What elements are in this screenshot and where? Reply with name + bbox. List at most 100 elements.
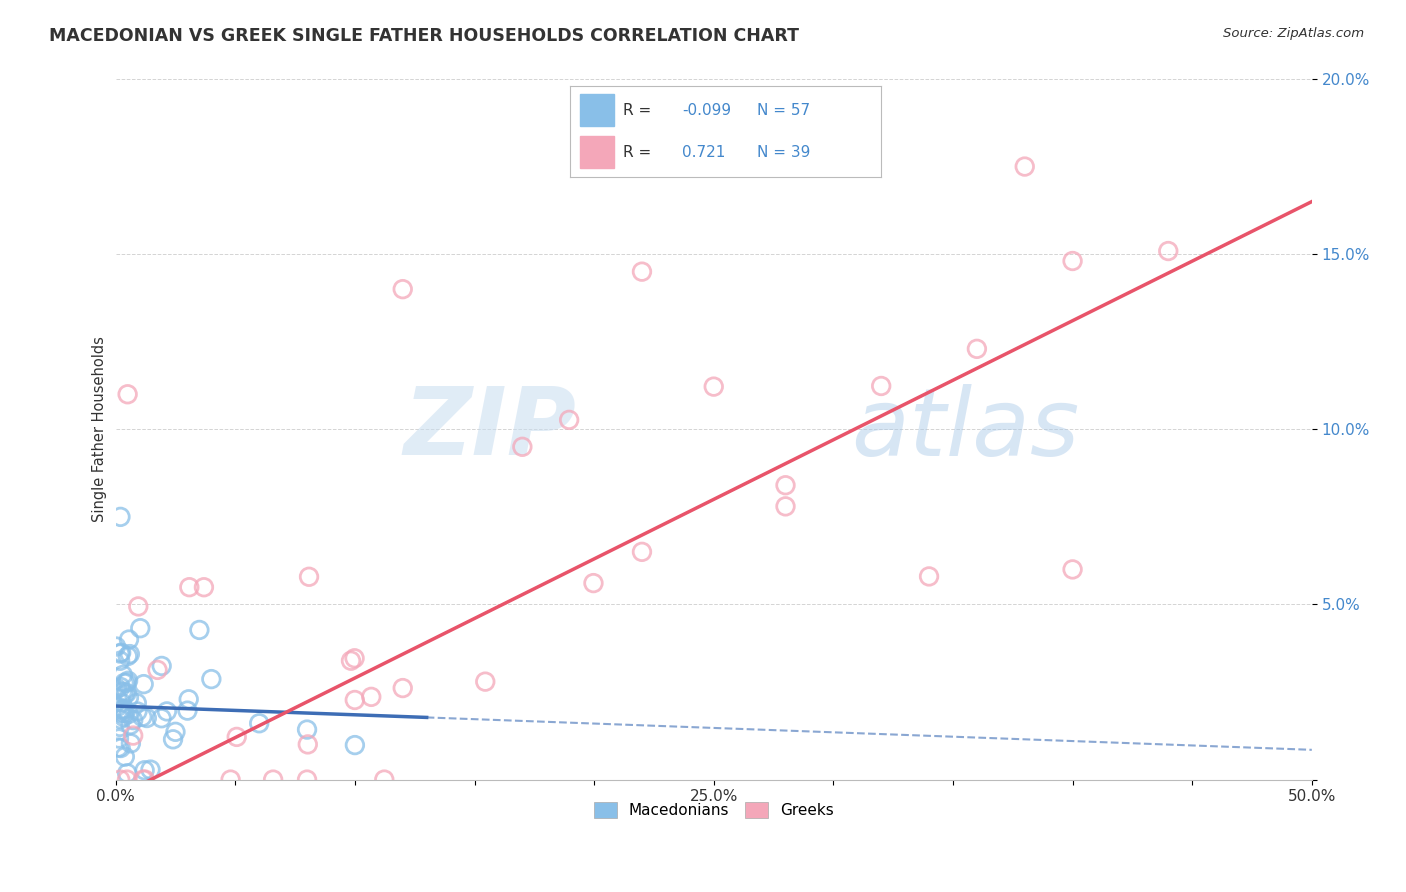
Point [373,772,395,787]
Point [108,720,131,734]
Point [1062,562,1084,576]
Point [105,690,128,705]
Point [110,772,132,787]
Point [111,703,134,717]
Point [1014,160,1036,174]
Point [631,265,654,279]
Point [343,693,366,707]
Legend: Macedonians, Greeks: Macedonians, Greeks [588,797,839,824]
Point [108,647,131,661]
Point [1062,254,1084,268]
Point [193,580,215,594]
Point [150,711,173,725]
Point [114,688,136,702]
Point [115,686,138,700]
Point [110,509,132,524]
Point [631,545,654,559]
Point [107,740,129,755]
Point [295,772,318,787]
Point [150,659,173,673]
Point [108,731,131,746]
Point [115,766,138,780]
Point [110,646,132,660]
Text: MACEDONIAN VS GREEK SINGLE FATHER HOUSEHOLDS CORRELATION CHART: MACEDONIAN VS GREEK SINGLE FATHER HOUSEH… [49,27,799,45]
Point [112,710,135,724]
Point [177,692,200,706]
Point [118,690,141,705]
Point [134,772,156,787]
Point [120,736,142,750]
Point [110,680,132,694]
Point [139,763,162,777]
Point [110,741,132,756]
Point [134,764,156,778]
Point [474,674,496,689]
Point [114,702,136,716]
Point [131,710,153,724]
Point [115,675,138,690]
Point [107,699,129,714]
Point [112,676,135,690]
Point [114,749,136,764]
Point [870,379,893,393]
Point [775,500,797,514]
Point [127,599,149,614]
Point [108,654,131,668]
Point [247,716,270,731]
Point [135,711,157,725]
Point [340,654,363,668]
Point [112,706,135,720]
Point [105,640,128,654]
Point [111,668,134,682]
Point [162,732,184,747]
Point [117,706,139,721]
Point [105,681,128,696]
Point [110,706,132,720]
Point [117,649,139,664]
Point [360,690,382,704]
Point [188,623,211,637]
Point [132,772,155,787]
Point [295,723,318,737]
Point [343,651,366,665]
Point [966,342,988,356]
Point [117,673,139,688]
Point [127,705,149,719]
Point [176,704,198,718]
Point [115,772,138,787]
Point [120,718,142,732]
Point [132,677,155,691]
Point [118,632,141,647]
Point [146,663,169,677]
Point [110,712,132,726]
Point [298,570,321,584]
Text: ZIP: ZIP [404,384,576,475]
Point [156,705,179,719]
Point [219,772,242,787]
Text: atlas: atlas [851,384,1080,475]
Text: Source: ZipAtlas.com: Source: ZipAtlas.com [1223,27,1364,40]
Point [225,730,247,744]
Point [165,724,187,739]
Point [118,647,141,661]
Point [582,576,605,591]
Point [179,580,201,594]
Point [343,738,366,752]
Point [391,282,413,296]
Point [512,440,534,454]
Point [391,681,413,695]
Point [117,387,139,401]
Point [1157,244,1180,258]
Point [129,621,152,635]
Point [200,672,222,686]
Point [918,569,941,583]
Point [122,713,145,727]
Point [125,696,148,710]
Point [122,729,145,743]
Point [775,478,797,492]
Point [111,696,134,710]
Point [262,772,284,787]
Y-axis label: Single Father Households: Single Father Households [93,336,107,522]
Point [558,413,581,427]
Point [297,738,319,752]
